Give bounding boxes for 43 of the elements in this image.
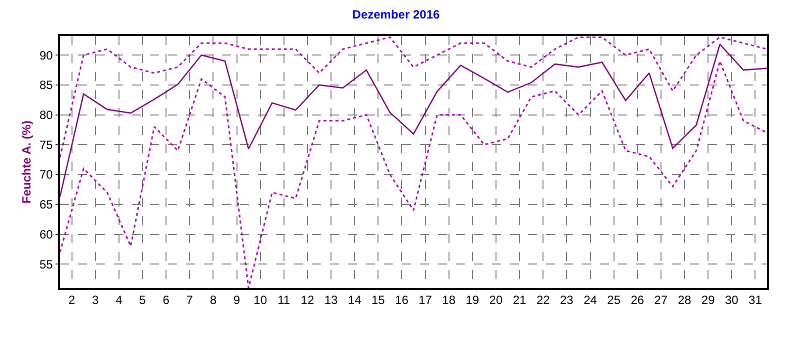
x-tick-label: 20: [489, 293, 503, 308]
x-tick-label: 2: [68, 293, 76, 308]
x-tick-label: 17: [418, 293, 432, 308]
x-tick-label: 27: [654, 293, 668, 308]
x-tick-label: 24: [584, 293, 598, 308]
y-tick-label: 75: [39, 138, 54, 152]
y-axis-title: Feuchte A. (%): [19, 120, 34, 204]
y-tick-label: 90: [39, 48, 54, 62]
x-tick-label: 12: [300, 293, 314, 308]
x-tick-label: 3: [92, 293, 100, 308]
x-tick-label: 31: [748, 293, 762, 308]
x-tick-label: 23: [560, 293, 574, 308]
x-tick-label: 6: [162, 293, 170, 308]
x-tick-label: 5: [139, 293, 146, 308]
x-tick-label: 26: [630, 293, 644, 308]
x-tick-label: 8: [210, 293, 217, 308]
y-tick-label: 55: [39, 257, 54, 272]
line-series: [60, 36, 767, 158]
x-tick-label: 4: [116, 293, 123, 308]
x-tick-label: 7: [186, 293, 194, 308]
y-tick-label: 60: [39, 227, 54, 242]
chart-title: Dezember 2016: [352, 8, 440, 22]
x-tick-label: 14: [348, 293, 362, 308]
x-tick-label: 13: [324, 293, 338, 308]
x-tick-label: 10: [254, 293, 268, 308]
x-tick-label: 15: [371, 293, 386, 308]
y-tick-label: 85: [39, 78, 54, 92]
line-series: [60, 60, 767, 288]
x-tick-label: 18: [442, 293, 456, 308]
x-tick-label: 25: [607, 293, 621, 308]
x-tick-label: 11: [278, 293, 290, 308]
y-tick-label: 70: [39, 168, 54, 182]
x-tick-label: 16: [395, 293, 409, 308]
x-tick-label: 28: [678, 293, 692, 308]
x-tick-label: 30: [724, 293, 739, 308]
x-tick-label: 9: [233, 293, 240, 308]
x-tick-label: 21: [512, 293, 527, 308]
line-series: [60, 44, 767, 198]
y-tick-label: 65: [39, 198, 54, 212]
x-tick-label: 19: [466, 293, 480, 308]
y-tick-label: 80: [39, 108, 54, 122]
x-tick-label: 29: [701, 293, 716, 308]
x-tick-label: 22: [536, 293, 550, 308]
